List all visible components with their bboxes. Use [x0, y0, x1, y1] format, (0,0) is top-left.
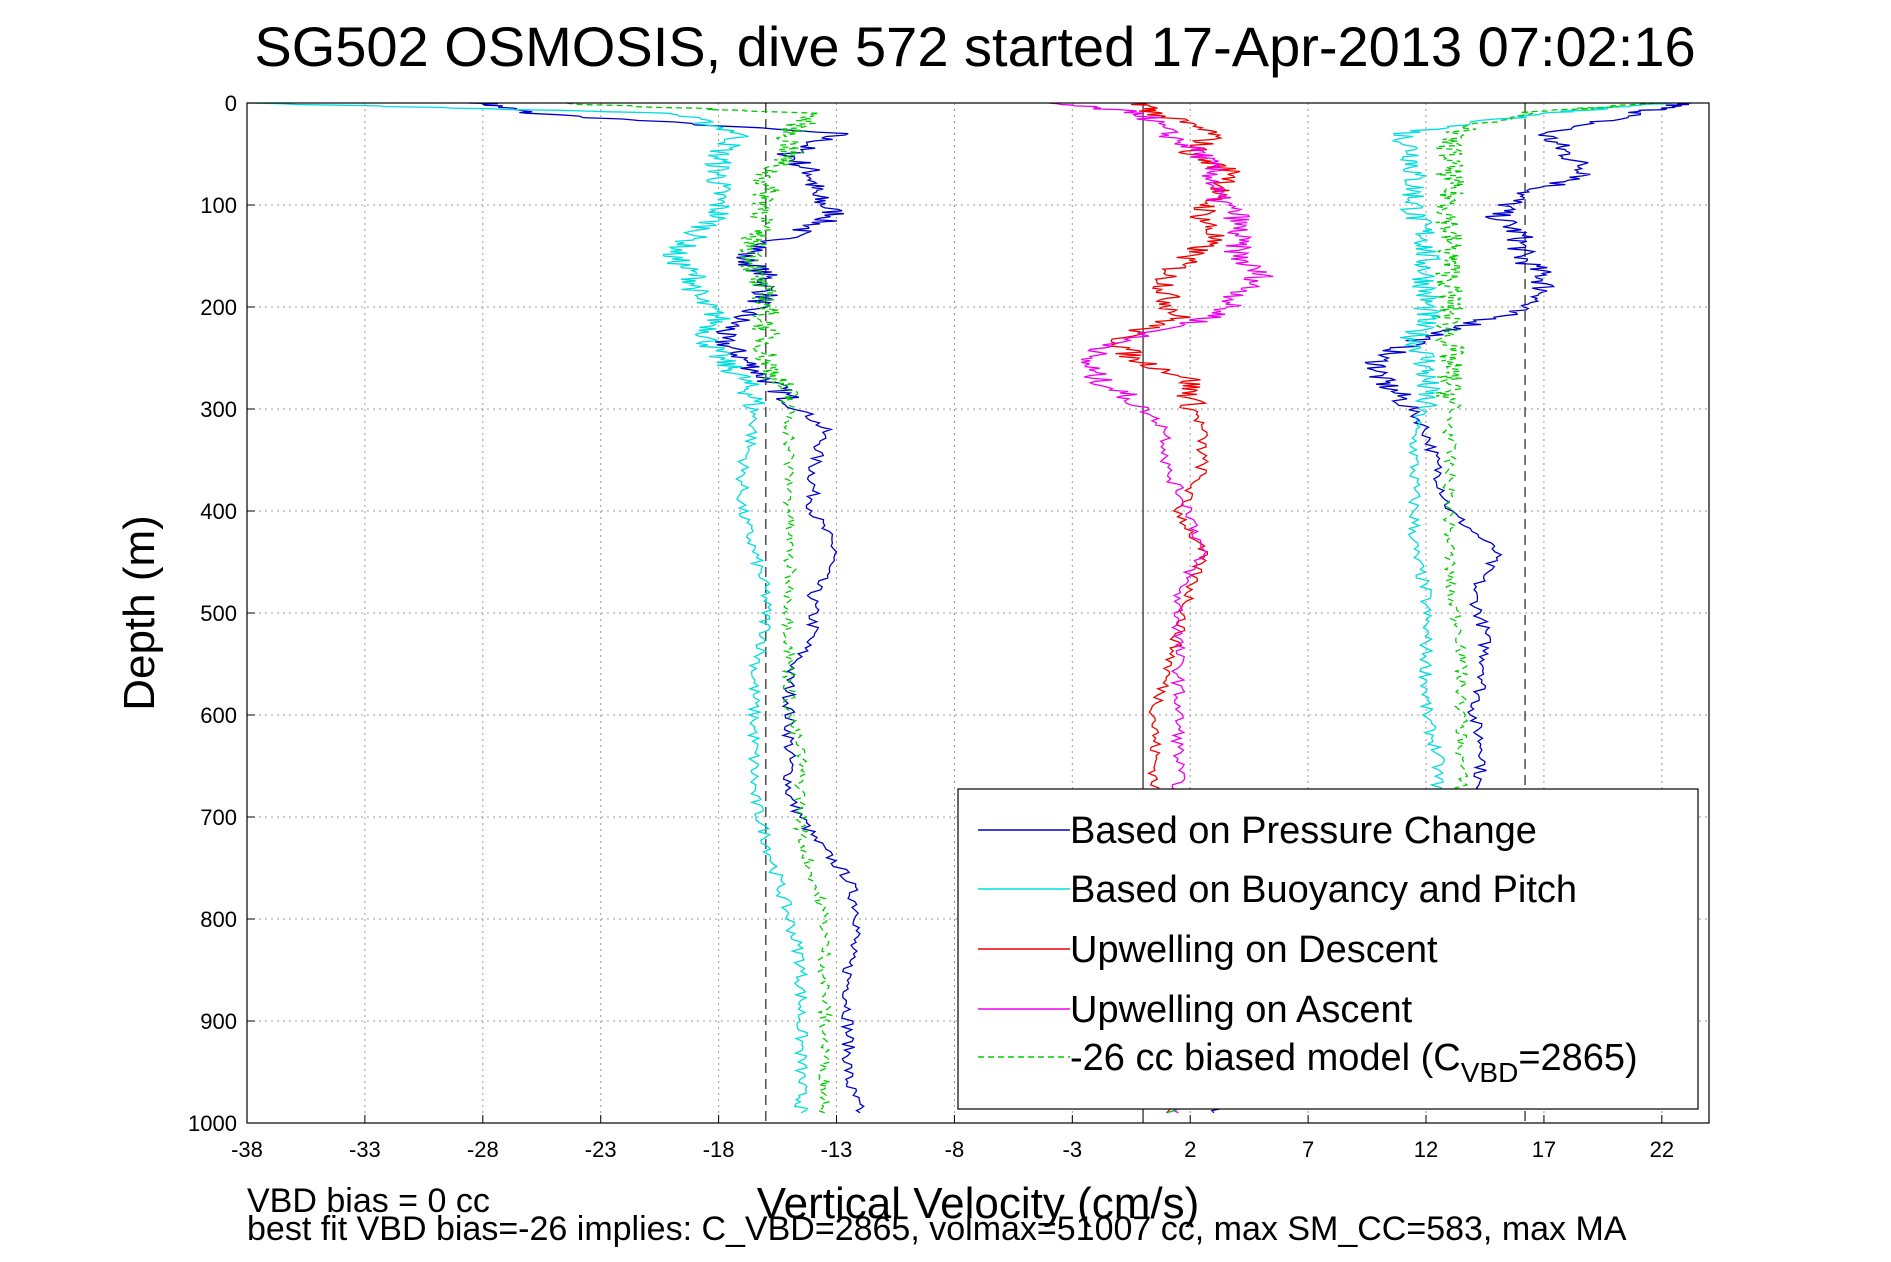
y-tick-label: 700: [200, 805, 237, 830]
legend: Based on Pressure Change Based on Buoyanc…: [957, 788, 1699, 1110]
series-line-1-descent: [468, 102, 865, 1114]
legend-label: Upwelling on Descent: [1070, 929, 1438, 971]
chart-title: SG502 OSMOSIS, dive 572 started 17-Apr-2…: [254, 15, 1695, 78]
y-tick-label: 0: [225, 91, 237, 116]
y-tick-label: 100: [200, 193, 237, 218]
legend-label: Based on Pressure Change: [1070, 810, 1537, 852]
x-tick-label: 22: [1650, 1137, 1674, 1162]
x-tick-label: 7: [1302, 1137, 1314, 1162]
series-line-5-descent: [566, 102, 834, 1114]
x-tick-label: -28: [467, 1137, 499, 1162]
legend-label: Based on Buoyancy and Pitch: [1070, 869, 1577, 911]
y-tick-label: 500: [200, 601, 237, 626]
x-tick-label: 12: [1414, 1137, 1438, 1162]
y-axis-label: Depth (m): [115, 515, 164, 711]
y-tick-label: 900: [200, 1009, 237, 1034]
series-line-2-descent: [246, 102, 809, 1114]
x-tick-label: -33: [349, 1137, 381, 1162]
y-tick-label: 600: [200, 703, 237, 728]
x-tick-label: -3: [1063, 1137, 1083, 1162]
x-tick-label: -8: [945, 1137, 965, 1162]
x-tick-label: -18: [703, 1137, 735, 1162]
y-tick-label: 400: [200, 499, 237, 524]
y-tick-label: 300: [200, 397, 237, 422]
best-fit-note: best fit VBD bias=-26 implies: C_VBD=286…: [247, 1210, 1627, 1248]
x-tick-label: -13: [821, 1137, 853, 1162]
x-tick-label: 17: [1532, 1137, 1556, 1162]
x-axis-label: Vertical Velocity (cm/s): [757, 1179, 1200, 1228]
y-tick-label: 800: [200, 907, 237, 932]
legend-box: [957, 788, 1699, 1110]
y-tick-label: 1000: [188, 1111, 237, 1136]
x-tick-label: -23: [585, 1137, 617, 1162]
legend-subscript: VBD: [1461, 1057, 1519, 1088]
legend-tail: =2865): [1518, 1037, 1637, 1079]
legend-label: Upwelling on Ascent: [1070, 989, 1413, 1031]
y-tick-label: 200: [200, 295, 237, 320]
vbd-bias-note: VBD bias = 0 cc: [247, 1182, 490, 1220]
x-ticks: -38 -33 -28 -23 -18 -13 -8 -3 2 7 12 17 22: [231, 1115, 1674, 1162]
x-tick-label: 2: [1184, 1137, 1196, 1162]
y-ticks: 0 100 200 300 400 500 600 700 800 900 1000: [188, 91, 255, 1136]
x-tick-label: -38: [231, 1137, 263, 1162]
